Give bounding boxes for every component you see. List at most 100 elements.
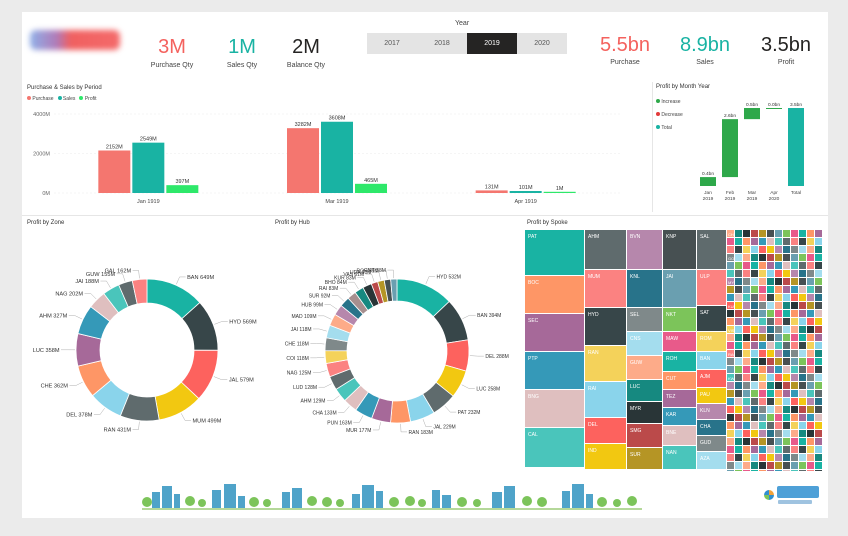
treemap-cell bbox=[759, 422, 766, 429]
treemap-cell bbox=[743, 262, 750, 269]
slice-label: LUC 358M bbox=[33, 348, 60, 354]
year-option-2018[interactable]: 2018 bbox=[417, 33, 467, 54]
treemap-cell bbox=[743, 422, 750, 429]
treemap-cell bbox=[783, 454, 790, 461]
treemap-cell bbox=[759, 318, 766, 325]
treemap-label: CAL bbox=[528, 432, 538, 438]
legend-label: Decrease bbox=[661, 112, 683, 118]
leader-line bbox=[324, 304, 338, 310]
treemap-cell bbox=[585, 444, 626, 469]
treemap-cell bbox=[799, 318, 806, 325]
slice-label: UDA 61M bbox=[350, 270, 371, 276]
treemap-cell bbox=[727, 382, 734, 389]
treemap-cell bbox=[799, 270, 806, 277]
year-option-2017[interactable]: 2017 bbox=[367, 33, 417, 54]
treemap-cell bbox=[759, 342, 766, 349]
treemap-cell bbox=[759, 262, 766, 269]
treemap-cell bbox=[783, 350, 790, 357]
treemap-cell bbox=[815, 406, 822, 413]
waterfall-title: Profit by Month Year bbox=[656, 84, 711, 90]
treemap-cell bbox=[807, 254, 814, 261]
treemap-cell bbox=[759, 294, 766, 301]
treemap-cell bbox=[791, 382, 798, 389]
treemap-cell bbox=[585, 230, 626, 269]
x-tick-label: Total bbox=[791, 190, 801, 196]
treemap-cell bbox=[663, 230, 696, 269]
leader-line bbox=[132, 421, 140, 430]
year-slicer-title: Year bbox=[455, 20, 470, 27]
treemap-cell bbox=[727, 230, 734, 237]
treemap-cell bbox=[727, 406, 734, 413]
treemap-label: TEZ bbox=[666, 394, 675, 400]
treemap-cell bbox=[759, 326, 766, 333]
treemap-cell bbox=[735, 230, 742, 237]
treemap-cell bbox=[759, 462, 766, 469]
spec-logo-icon bbox=[764, 490, 774, 500]
treemap-label: CHE bbox=[728, 232, 737, 237]
treemap-cell bbox=[743, 334, 750, 341]
treemap-cell bbox=[743, 270, 750, 277]
treemap-cell bbox=[743, 278, 750, 285]
treemap-cell bbox=[791, 390, 798, 397]
treemap-cell bbox=[807, 358, 814, 365]
treemap-cell bbox=[767, 406, 774, 413]
slice-label: HYD 569M bbox=[229, 320, 257, 326]
leader-line bbox=[176, 276, 186, 285]
treemap-cell bbox=[759, 382, 766, 389]
treemap-cell bbox=[807, 446, 814, 453]
treemap-cell bbox=[783, 374, 790, 381]
treemap-cell bbox=[791, 422, 798, 429]
leader-line bbox=[365, 273, 375, 282]
treemap-label: JAI bbox=[666, 274, 673, 280]
treemap-cell bbox=[735, 366, 742, 373]
slice-label: HUB 99M bbox=[301, 303, 323, 309]
treemap-cell bbox=[751, 374, 758, 381]
treemap-cell bbox=[759, 366, 766, 373]
treemap-label: MYR bbox=[630, 406, 642, 412]
treemap-cell bbox=[767, 326, 774, 333]
treemap-cell bbox=[807, 454, 814, 461]
treemap-cell bbox=[807, 342, 814, 349]
slice-label: DEL 378M bbox=[66, 413, 93, 419]
treemap-cell bbox=[767, 246, 774, 253]
treemap-cell bbox=[767, 254, 774, 261]
treemap-cell bbox=[791, 270, 798, 277]
year-option-2019[interactable]: 2019 bbox=[467, 33, 517, 54]
treemap-label: DEL bbox=[588, 422, 598, 428]
treemap-cell bbox=[743, 246, 750, 253]
treemap-cell bbox=[697, 230, 726, 269]
treemap-cell bbox=[663, 390, 696, 407]
treemap-cell bbox=[751, 358, 758, 365]
treemap-cell bbox=[751, 254, 758, 261]
treemap-cell bbox=[799, 334, 806, 341]
treemap-cell bbox=[799, 438, 806, 445]
slice-label: MAD 109M bbox=[292, 314, 317, 320]
bar-data-label: 2152M bbox=[106, 144, 123, 150]
spec-india-logo bbox=[764, 486, 820, 508]
treemap-cell bbox=[815, 366, 822, 373]
treemap-cell bbox=[727, 246, 734, 253]
treemap-cell bbox=[791, 342, 798, 349]
treemap-cell bbox=[525, 314, 584, 351]
treemap-cell bbox=[751, 414, 758, 421]
treemap-label: AZA bbox=[700, 456, 710, 462]
leader-line bbox=[353, 415, 364, 423]
divider bbox=[652, 82, 653, 212]
treemap-cell bbox=[783, 310, 790, 317]
treemap-cell bbox=[735, 334, 742, 341]
treemap-cell bbox=[783, 406, 790, 413]
treemap-cell bbox=[743, 238, 750, 245]
treemap-cell bbox=[735, 294, 742, 301]
treemap-cell bbox=[751, 310, 758, 317]
treemap-cell bbox=[627, 230, 662, 269]
year-option-2020[interactable]: 2020 bbox=[517, 33, 567, 54]
slice-label: BHO 84M bbox=[325, 280, 347, 286]
treemap-cell bbox=[735, 254, 742, 261]
treemap-cell bbox=[815, 462, 822, 469]
treemap-cell bbox=[799, 326, 806, 333]
treemap-cell bbox=[727, 238, 734, 245]
x-tick-label: Mar bbox=[748, 190, 757, 196]
treemap-cell bbox=[799, 358, 806, 365]
treemap-cell bbox=[663, 408, 696, 425]
bar-sales bbox=[321, 121, 353, 193]
